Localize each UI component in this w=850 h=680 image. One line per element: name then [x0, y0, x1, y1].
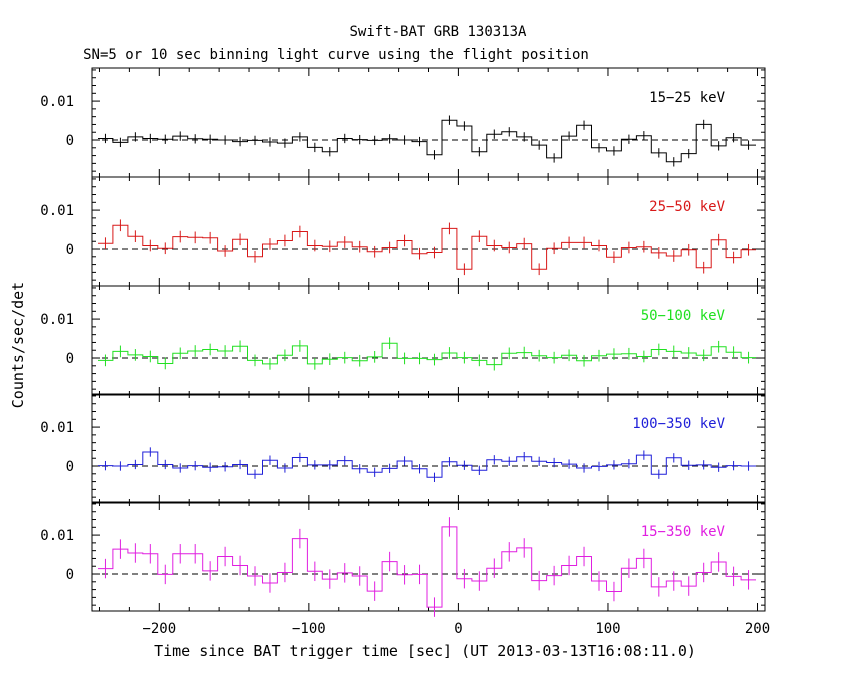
- series-step-line: [98, 342, 756, 366]
- x-tick-label: −100: [292, 621, 326, 637]
- x-tick-label: 0: [454, 621, 462, 637]
- y-tick-label: 0.01: [40, 203, 74, 219]
- band-label: 15−25 keV: [649, 90, 725, 106]
- y-tick-label: 0: [66, 351, 74, 367]
- x-tick-label: −200: [142, 621, 176, 637]
- panel-5: 0 0.01 15−350 keV: [40, 501, 766, 617]
- panel-2: 0 0.01 25−50 keV: [40, 176, 766, 287]
- y-tick-label: 0.01: [40, 94, 74, 110]
- y-tick-label: 0: [66, 567, 74, 583]
- series-step-line: [98, 119, 756, 163]
- x-tick-label: 200: [745, 621, 770, 637]
- y-tick-label: 0: [66, 133, 74, 149]
- series-step-line: [98, 526, 756, 608]
- band-label: 100−350 keV: [632, 416, 725, 432]
- band-label: 15−350 keV: [641, 524, 726, 540]
- chart-title: Swift-BAT GRB 130313A: [349, 24, 527, 40]
- panel-frame: [91, 176, 766, 287]
- panel-3: 0 0.01 50−100 keV: [40, 285, 766, 396]
- y-axis-label: Counts/sec/det: [9, 282, 27, 408]
- panel-4: 0 0.01 100−350 keV: [40, 393, 766, 504]
- panels-group: 0 0.01 15−25 keV 0 0.01 25−50 keV 0 0.01 50−100 …: [40, 67, 770, 637]
- panel-frame: [91, 393, 766, 504]
- chart-subtitle: SN=5 or 10 sec binning light curve using…: [83, 47, 589, 63]
- y-tick-label: 0.01: [40, 420, 74, 436]
- y-tick-label: 0: [66, 242, 74, 258]
- panel-1: 0 0.01 15−25 keV: [40, 67, 766, 178]
- series-step-line: [98, 224, 756, 270]
- y-tick-label: 0.01: [40, 312, 74, 328]
- x-axis-label: Time since BAT trigger time [sec] (UT 20…: [154, 642, 696, 660]
- panel-frame: [91, 67, 766, 178]
- y-tick-label: 0: [66, 459, 74, 475]
- x-tick-label: 100: [595, 621, 620, 637]
- y-tick-label: 0.01: [40, 528, 74, 544]
- panel-frame: [91, 285, 766, 396]
- band-label: 50−100 keV: [641, 308, 726, 324]
- panel-frame: [91, 501, 766, 612]
- series-step-line: [98, 451, 756, 478]
- band-label: 25−50 keV: [649, 199, 725, 215]
